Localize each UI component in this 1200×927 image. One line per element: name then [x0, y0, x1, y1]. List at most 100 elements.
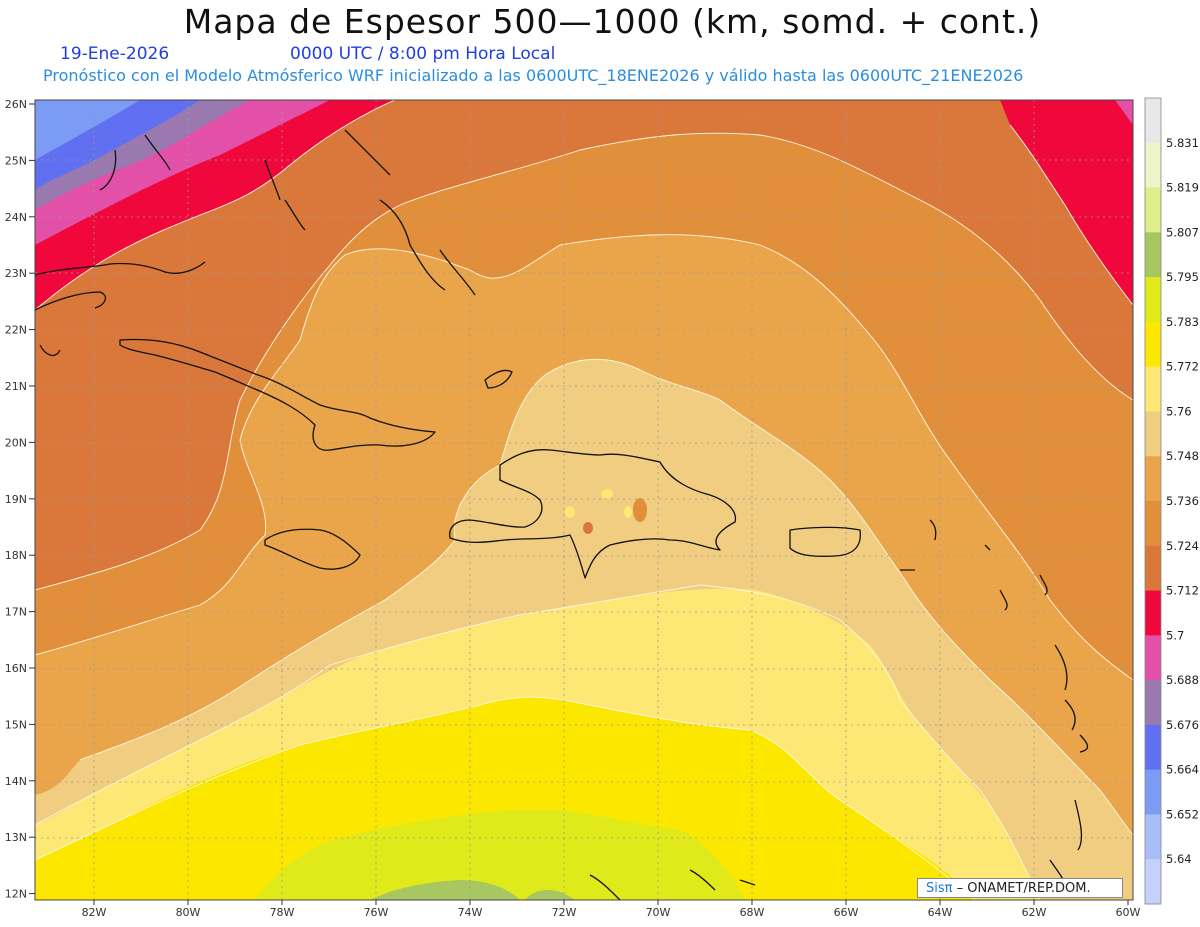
colorbar-swatch — [1145, 680, 1161, 726]
model-subtitle: Pronóstico con el Modelo Atmósferico WRF… — [43, 66, 1024, 85]
lat-label: 21N — [5, 380, 27, 393]
colorbar-swatch — [1145, 769, 1161, 815]
coast-lesser-antilles — [900, 519, 1089, 896]
colorbar-label: 5.652 — [1166, 807, 1199, 821]
colorbar-label: 5.76 — [1166, 404, 1192, 418]
lat-label: 24N — [5, 211, 27, 224]
colorbar-label: 5.664 — [1166, 763, 1199, 777]
contour-lines — [35, 100, 1133, 900]
colorbar-label: 5.772 — [1166, 360, 1199, 374]
colorbar-swatch — [1145, 98, 1161, 144]
lon-label: 80W — [176, 906, 201, 919]
colorbar-swatch — [1145, 277, 1161, 323]
lon-label: 76W — [364, 906, 389, 919]
colorbar-swatch — [1145, 321, 1161, 368]
speckle-1 — [601, 489, 613, 499]
colorbar-swatch — [1145, 411, 1161, 457]
brand-logo: Sisπ — [926, 881, 953, 896]
coast-jamaica — [264, 528, 361, 570]
colorbar-label: 5.676 — [1166, 718, 1199, 732]
map-frame — [34, 99, 1134, 901]
lon-label: 72W — [552, 906, 577, 919]
band-5664-nw — [35, 100, 140, 160]
colorbar-swatch — [1145, 456, 1161, 502]
colorbar-label: 5.724 — [1166, 539, 1199, 553]
lat-label: 15N — [5, 718, 27, 731]
colorbar-swatch — [1145, 859, 1161, 905]
longitude-labels: 82W 80W 78W 76W 74W 72W 70W 68W 66W 64W 62W 60W — [82, 900, 1141, 919]
lat-label: 25N — [5, 154, 27, 167]
colorbar-label: 5.748 — [1166, 449, 1199, 463]
coastlines — [35, 129, 1089, 900]
band-5807-b — [525, 889, 575, 900]
colorbar-label: 5.831 — [1166, 136, 1199, 150]
thickness-field — [35, 100, 1133, 900]
colorbar-swatch — [1145, 635, 1161, 681]
lon-label: 64W — [928, 906, 953, 919]
credit-box: Sisπ – ONAMET/REP.DOM. — [917, 878, 1123, 898]
band-5700-ne — [1115, 100, 1133, 125]
band-5795 — [255, 809, 745, 900]
map-title: Mapa de Espesor 500—1000 (km, somd. + co… — [183, 2, 1042, 41]
lat-label: 26N — [5, 98, 27, 111]
colorbar-swatch — [1145, 232, 1161, 278]
colorbar: 5.831 5.819 5.807 5.795 5.783 5.772 5.76 5.748 5… — [1144, 97, 1199, 905]
colorbar-label: 5.64 — [1166, 852, 1192, 866]
lon-label: 60W — [1116, 906, 1141, 919]
colorbar-label: 5.688 — [1166, 673, 1199, 687]
lon-label: 62W — [1022, 906, 1047, 919]
latitude-labels: 26N 25N 24N 23N 22N 21N 20N 19N 18N 17N 16N 15N 14N 1… — [5, 98, 35, 901]
lon-label: 82W — [82, 906, 107, 919]
colorbar-swatch — [1145, 366, 1161, 412]
lat-label: 23N — [5, 267, 27, 280]
graticule — [35, 100, 1133, 900]
coast-yucatan — [35, 291, 107, 357]
colorbar-swatch — [1145, 142, 1161, 189]
lat-label: 14N — [5, 775, 27, 788]
colorbar-label: 5.783 — [1166, 315, 1199, 329]
coast-florida — [35, 134, 206, 276]
colorbar-label: 5.736 — [1166, 494, 1199, 508]
coast-hispaniola — [449, 449, 737, 579]
coast-cuba — [119, 338, 436, 451]
lat-label: 20N — [5, 436, 27, 449]
colorbar-label: 5.819 — [1166, 181, 1199, 195]
colorbar-label: 5.795 — [1166, 270, 1199, 284]
speckle-3 — [565, 506, 575, 518]
lat-label: 19N — [5, 493, 27, 506]
lat-label: 16N — [5, 662, 27, 675]
colorbar-label: 5.712 — [1166, 584, 1199, 598]
lat-label: 18N — [5, 549, 27, 562]
forecast-date: 19-Ene-2026 — [60, 44, 170, 64]
speckle-2 — [624, 506, 632, 518]
lon-label: 70W — [646, 906, 671, 919]
colorbar-swatch — [1145, 814, 1161, 860]
forecast-time: 0000 UTC / 8:00 pm Hora Local — [290, 44, 556, 64]
lat-label: 13N — [5, 831, 27, 844]
colorbar-frame — [1144, 97, 1162, 905]
lat-label: 12N — [5, 888, 27, 901]
colorbar-swatch — [1145, 545, 1161, 592]
coast-puerto-rico — [789, 526, 861, 557]
lon-label: 66W — [834, 906, 859, 919]
lat-label: 22N — [5, 324, 27, 337]
band-5783 — [35, 697, 975, 900]
colorbar-swatch — [1145, 590, 1161, 636]
colorbar-swatch — [1145, 724, 1161, 771]
lon-label: 78W — [270, 906, 295, 919]
speckle-4 — [583, 522, 593, 534]
colorbar-swatch — [1145, 187, 1161, 233]
speckle-5 — [633, 498, 647, 522]
band-5712-ne — [1000, 100, 1133, 305]
colorbar-swatch — [1145, 501, 1161, 547]
colorbar-label: 5.807 — [1166, 225, 1199, 239]
coast-bahamas — [264, 129, 513, 389]
band-5807 — [370, 880, 520, 900]
colorbar-label: 5.7 — [1166, 628, 1184, 642]
lat-label: 17N — [5, 606, 27, 619]
credit-text: – ONAMET/REP.DOM. — [956, 881, 1091, 896]
coast-south-america — [589, 869, 756, 900]
lon-label: 74W — [458, 906, 483, 919]
lon-label: 68W — [740, 906, 765, 919]
